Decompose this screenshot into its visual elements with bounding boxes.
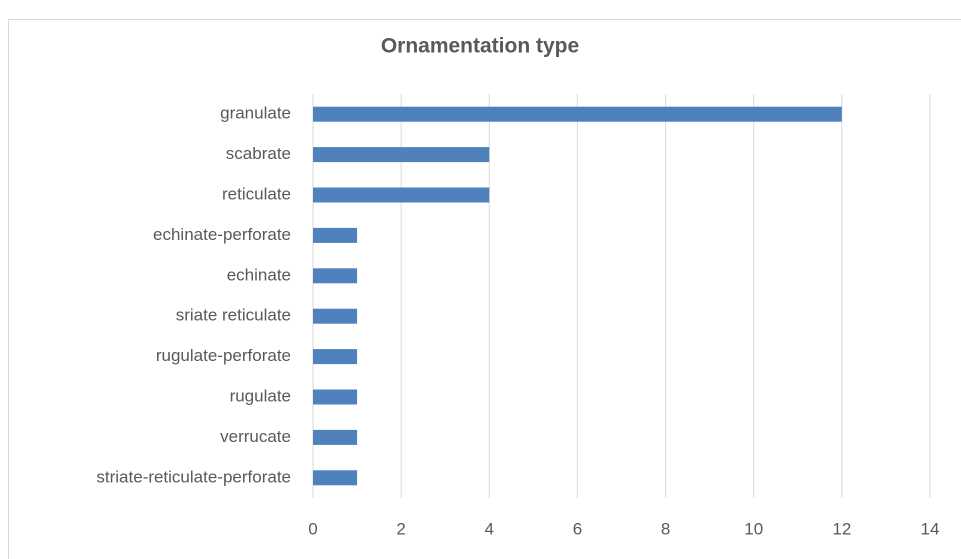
bar bbox=[313, 268, 358, 284]
y-tick-label: echinate-perforate bbox=[153, 225, 291, 244]
x-tick-label: 10 bbox=[744, 519, 763, 538]
y-tick-label: verrucate bbox=[220, 427, 291, 446]
x-tick-label: 2 bbox=[396, 519, 405, 538]
bar bbox=[313, 308, 358, 324]
y-tick-label: rugulate bbox=[230, 386, 291, 405]
y-tick-label: scabrate bbox=[226, 144, 291, 163]
y-tick-label: reticulate bbox=[222, 184, 291, 203]
x-tick-label: 12 bbox=[832, 519, 851, 538]
bar bbox=[313, 147, 490, 163]
x-tick-label: 6 bbox=[573, 519, 582, 538]
bar bbox=[313, 187, 490, 203]
x-tick-label: 4 bbox=[485, 519, 494, 538]
bar bbox=[313, 470, 358, 486]
chart-title: Ornamentation type bbox=[381, 35, 579, 58]
bar bbox=[313, 389, 358, 405]
y-tick-label: echinate bbox=[227, 265, 291, 284]
x-tick-label: 14 bbox=[921, 519, 940, 538]
bar bbox=[313, 349, 358, 365]
x-tick-label: 8 bbox=[661, 519, 670, 538]
bar bbox=[313, 106, 842, 122]
bar bbox=[313, 429, 358, 445]
y-tick-label: rugulate-perforate bbox=[156, 346, 291, 365]
y-tick-label: striate-reticulate-perforate bbox=[96, 467, 291, 486]
x-tick-label: 0 bbox=[308, 519, 317, 538]
y-tick-label: granulate bbox=[220, 104, 291, 123]
y-tick-label: sriate reticulate bbox=[176, 306, 291, 325]
bar bbox=[313, 227, 358, 243]
